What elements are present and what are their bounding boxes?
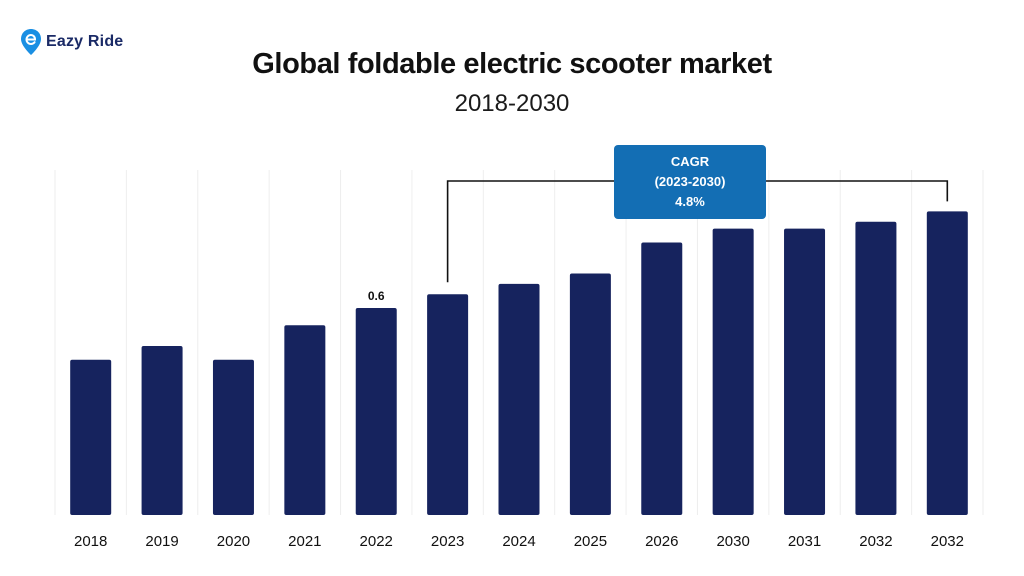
bar-2020: [212, 359, 254, 515]
brand-logo: Eazy Ride: [20, 28, 123, 56]
bar-2030: [712, 228, 754, 515]
x-tick-label: 2030: [716, 533, 749, 550]
cagr-value: 4.8%: [675, 194, 705, 209]
bar-2018: [70, 359, 112, 515]
bar-2031: [784, 228, 826, 515]
cagr-callout: CAGR (2023-2030) 4.8%: [614, 145, 766, 219]
x-tick-label: 2032: [859, 533, 892, 550]
bar-2019: [141, 345, 183, 515]
x-tick-label: 2019: [145, 533, 178, 550]
cagr-label: CAGR: [670, 154, 710, 169]
x-tick-label: 2032: [931, 533, 964, 550]
map-pin-e-icon: [21, 29, 41, 55]
x-tick-label: 2022: [360, 533, 393, 550]
x-tick-label: 2021: [288, 533, 321, 550]
cagr-period: (2023-2030): [654, 174, 726, 189]
bar-2022: [355, 308, 397, 515]
x-tick-label: 2018: [74, 533, 107, 550]
x-tick-label: 2024: [502, 533, 535, 550]
x-tick-label: 2026: [645, 533, 678, 550]
x-tick-label: 2020: [217, 533, 250, 550]
data-label: 0.6: [368, 289, 385, 303]
x-tick-label: 2023: [431, 533, 464, 550]
x-tick-label: 2025: [574, 533, 607, 550]
bar-2032: [926, 211, 968, 515]
chart-title: Global foldable electric scooter market: [252, 48, 772, 80]
chart-subtitle: 2018-2030: [454, 90, 570, 117]
bar-2025: [569, 273, 611, 515]
bar-2032: [855, 221, 897, 515]
x-tick-label: 2031: [788, 533, 821, 550]
brand-name: Eazy Ride: [46, 33, 124, 50]
bar-2023: [427, 294, 469, 515]
bar-2024: [498, 283, 540, 515]
bar-2021: [284, 325, 326, 515]
bar-2026: [641, 242, 683, 515]
